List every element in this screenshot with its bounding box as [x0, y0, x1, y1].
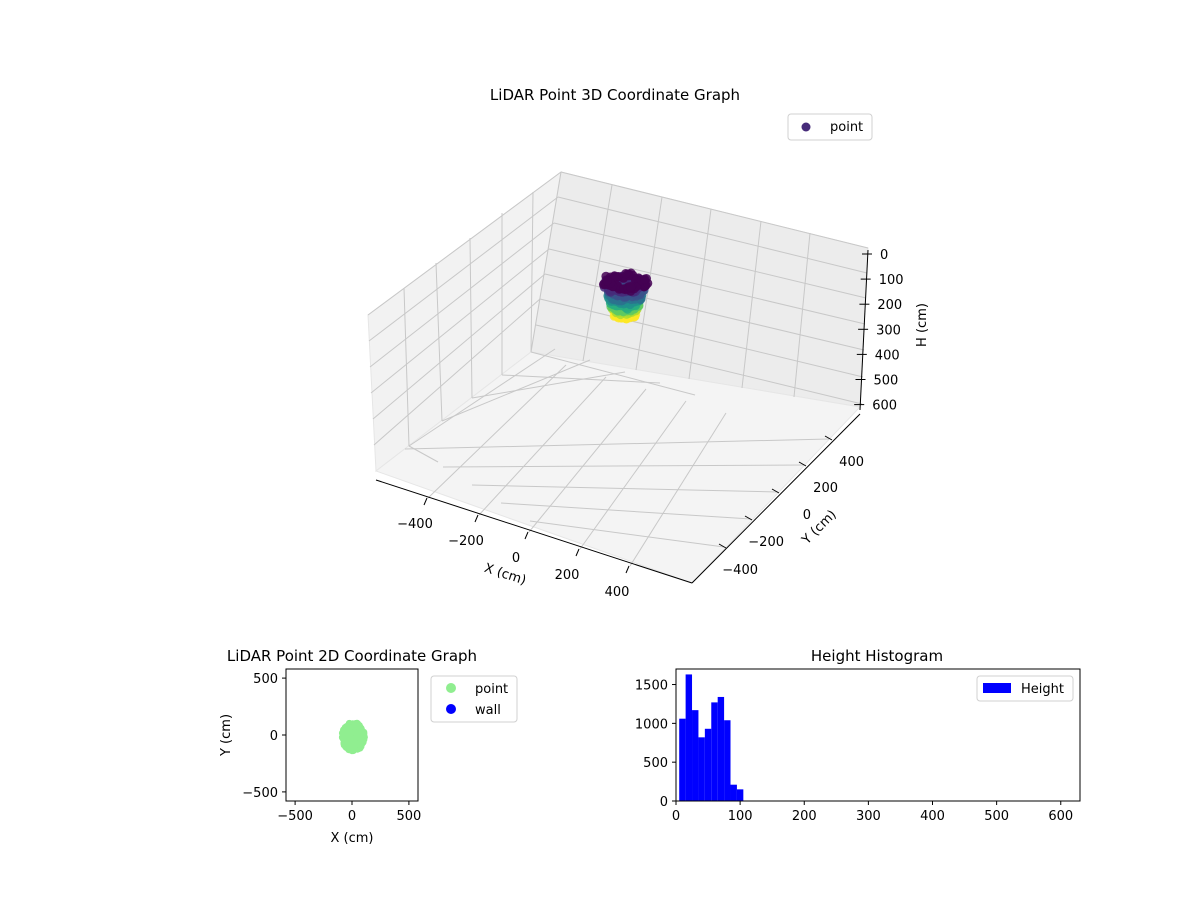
- x-tick-3d: [575, 548, 580, 557]
- chart-3d: LiDAR Point 3D Coordinate Graph: [367, 86, 930, 600]
- cloud-point-3d: [621, 269, 631, 279]
- point-cloud-3d: [599, 268, 653, 324]
- y-tick-label-3d: 200: [813, 481, 838, 496]
- y-axis-line: [691, 413, 861, 584]
- histogram-bar: [679, 718, 686, 801]
- y-tick-3d: [718, 543, 727, 549]
- x-tick-3d: [524, 531, 529, 540]
- x-tick-label-hist: 600: [1048, 809, 1073, 824]
- z-tick-label-3d: 300: [876, 323, 901, 338]
- x-axis-label-3d: X (cm): [482, 561, 528, 589]
- z-tick-label-3d: 500: [874, 374, 899, 389]
- x-axis-line: [375, 479, 693, 584]
- histogram-bar: [698, 737, 705, 801]
- legend-2d-wall-marker: [446, 704, 456, 714]
- cloud-point-3d: [640, 274, 650, 284]
- y-tick-3d: [744, 515, 753, 521]
- y-tick-label-hist: 0: [660, 795, 668, 810]
- legend-3d-marker: [801, 122, 811, 132]
- x-tick-label-hist: 100: [728, 809, 753, 824]
- cloud-point-3d: [602, 276, 612, 286]
- chart-2d-title: LiDAR Point 2D Coordinate Graph: [227, 647, 477, 665]
- x-tick-label-2d: 0: [348, 809, 356, 824]
- x-tick-label-hist: 200: [792, 809, 817, 824]
- x-tick-label-2d: −500: [277, 809, 313, 824]
- z-tick-label-3d: 0: [880, 248, 888, 263]
- y-tick-label-hist: 500: [643, 756, 668, 771]
- legend-histogram-label: Height: [1021, 682, 1064, 697]
- x-tick-3d: [423, 497, 428, 506]
- cloud-point-2d: [352, 722, 360, 730]
- cloud-point-3d: [626, 282, 636, 292]
- x-tick-label-hist: 300: [856, 809, 881, 824]
- y-tick-3d: [798, 461, 807, 467]
- point-cloud-2d: [338, 719, 368, 755]
- cloud-point-2d: [357, 737, 365, 745]
- histogram-bar: [711, 702, 718, 801]
- y-tick-3d: [824, 435, 833, 441]
- legend-histogram: Height: [976, 675, 1074, 702]
- x-tick-label-3d: −200: [448, 534, 484, 549]
- histogram-bar: [685, 674, 693, 801]
- y-tick-label-hist: 1500: [635, 679, 668, 694]
- x-tick-label-hist: 400: [920, 809, 945, 824]
- legend-3d-label: point: [830, 120, 863, 135]
- x-tick-label-3d: 400: [605, 585, 630, 600]
- legend-2d: point wall: [430, 675, 518, 723]
- y-tick-label-2d: 500: [253, 672, 278, 687]
- chart-2d-ylabel: Y (cm): [219, 714, 234, 757]
- histogram-bar: [704, 728, 712, 801]
- x-tick-label-3d: −400: [397, 517, 433, 532]
- cloud-point-2d: [346, 729, 354, 737]
- chart-2d: LiDAR Point 2D Coordinate Graph −500 0 500…: [219, 647, 518, 846]
- cloud-point-3d: [610, 271, 620, 282]
- y-tick-label-3d: −200: [748, 535, 784, 550]
- y-tick-label-3d: −400: [722, 563, 758, 578]
- legend-2d-wall-label: wall: [475, 703, 501, 718]
- y-tick-label-2d: −500: [242, 786, 278, 801]
- x-tick-3d: [625, 565, 630, 574]
- histogram-bar: [730, 784, 737, 801]
- y-tick-label-hist: 1000: [635, 717, 668, 732]
- x-tick-label-3d: 200: [555, 568, 580, 583]
- legend-histogram-swatch: [983, 683, 1011, 693]
- y-tick-3d: [771, 488, 780, 494]
- z-tick-label-3d: 400: [875, 348, 900, 363]
- z-tick-label-3d: 200: [877, 298, 902, 313]
- chart-3d-title: LiDAR Point 3D Coordinate Graph: [490, 86, 740, 104]
- histogram-plot-area: [675, 668, 1081, 802]
- legend-2d-point-marker: [446, 683, 456, 693]
- z-axis-line: [859, 249, 869, 411]
- legend-2d-point-label: point: [475, 682, 508, 697]
- chart-histogram: Height Histogram 0 100 200 300 400 500 600 0 500…: [635, 647, 1081, 824]
- histogram-bar: [717, 696, 725, 801]
- histogram-bar: [736, 789, 744, 801]
- histogram-title: Height Histogram: [811, 647, 943, 665]
- grid-3d: [367, 171, 869, 567]
- x-tick-label-3d: 0: [512, 551, 520, 566]
- y-tick-label-3d: 400: [839, 455, 864, 470]
- x-tick-label-hist: 0: [672, 809, 680, 824]
- histogram-bar: [692, 710, 699, 801]
- cloud-point-2d: [349, 743, 358, 751]
- z-tick-label-3d: 600: [872, 399, 897, 414]
- legend-3d: point: [787, 113, 873, 141]
- z-axis-label-3d: H (cm): [915, 303, 930, 347]
- x-tick-3d: [474, 514, 479, 523]
- cloud-point-2d: [340, 739, 348, 747]
- y-tick-label-2d: 0: [270, 729, 278, 744]
- histogram-bar: [724, 720, 731, 801]
- x-tick-label-2d: 500: [396, 809, 421, 824]
- y-tick-label-3d: 0: [803, 508, 811, 523]
- chart-2d-xlabel: X (cm): [331, 831, 374, 846]
- cloud-point-2d: [340, 732, 348, 740]
- x-tick-label-hist: 500: [984, 809, 1009, 824]
- z-tick-label-3d: 100: [879, 273, 904, 288]
